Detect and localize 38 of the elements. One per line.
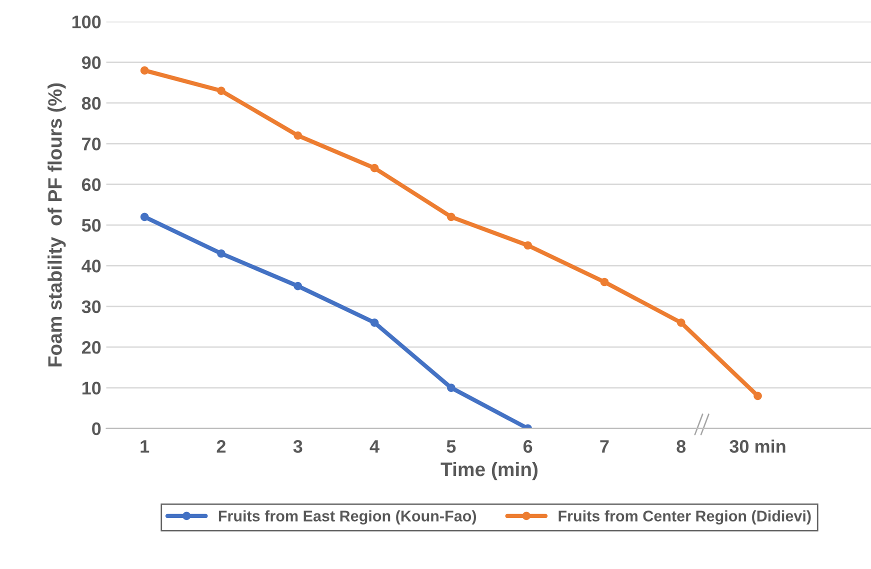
point [294,282,302,290]
point [217,86,226,95]
y-axis-title: Foam stability of PF flours (%) [48,83,66,366]
point [370,164,379,172]
x-tick-label: 30 min [730,440,786,453]
point [370,318,379,327]
point [600,278,609,286]
point [294,131,302,140]
y-tick-label: 40 [82,260,101,272]
point [447,212,456,222]
x-tick-label: 1 [140,440,150,453]
x-tick-label: 4 [370,440,380,453]
y-tick-label: 100 [72,16,101,28]
y-tick-label: 10 [82,382,101,394]
y-tick-label: 90 [82,56,101,70]
point [676,318,686,327]
x-tick-label: 3 [293,440,302,453]
x-tick-label: 7 [600,440,609,453]
legend-label: Fruits from East Region (Koun-Fao) [218,510,476,525]
legend-label: Fruits from Center Region (Didievi) [558,510,811,525]
y-tick-label: 70 [82,138,101,150]
x-tick-label: 5 [446,440,456,453]
y-tick-label: 0 [92,422,101,436]
x-tick-label: 2 [216,440,226,453]
y-tick-label: 30 [82,300,101,314]
y-tick-label: 80 [82,96,101,110]
x-axis-title: Time (min) [440,462,538,480]
point [140,66,149,75]
point [447,384,456,392]
y-tick-label: 20 [82,341,101,354]
point [524,241,532,250]
point [140,212,149,222]
point [754,392,762,400]
point [217,249,226,258]
x-tick-label: 8 [676,440,686,453]
x-tick-label: 6 [523,440,532,453]
y-tick-label: 50 [82,218,101,232]
y-tick-label: 60 [82,178,101,192]
